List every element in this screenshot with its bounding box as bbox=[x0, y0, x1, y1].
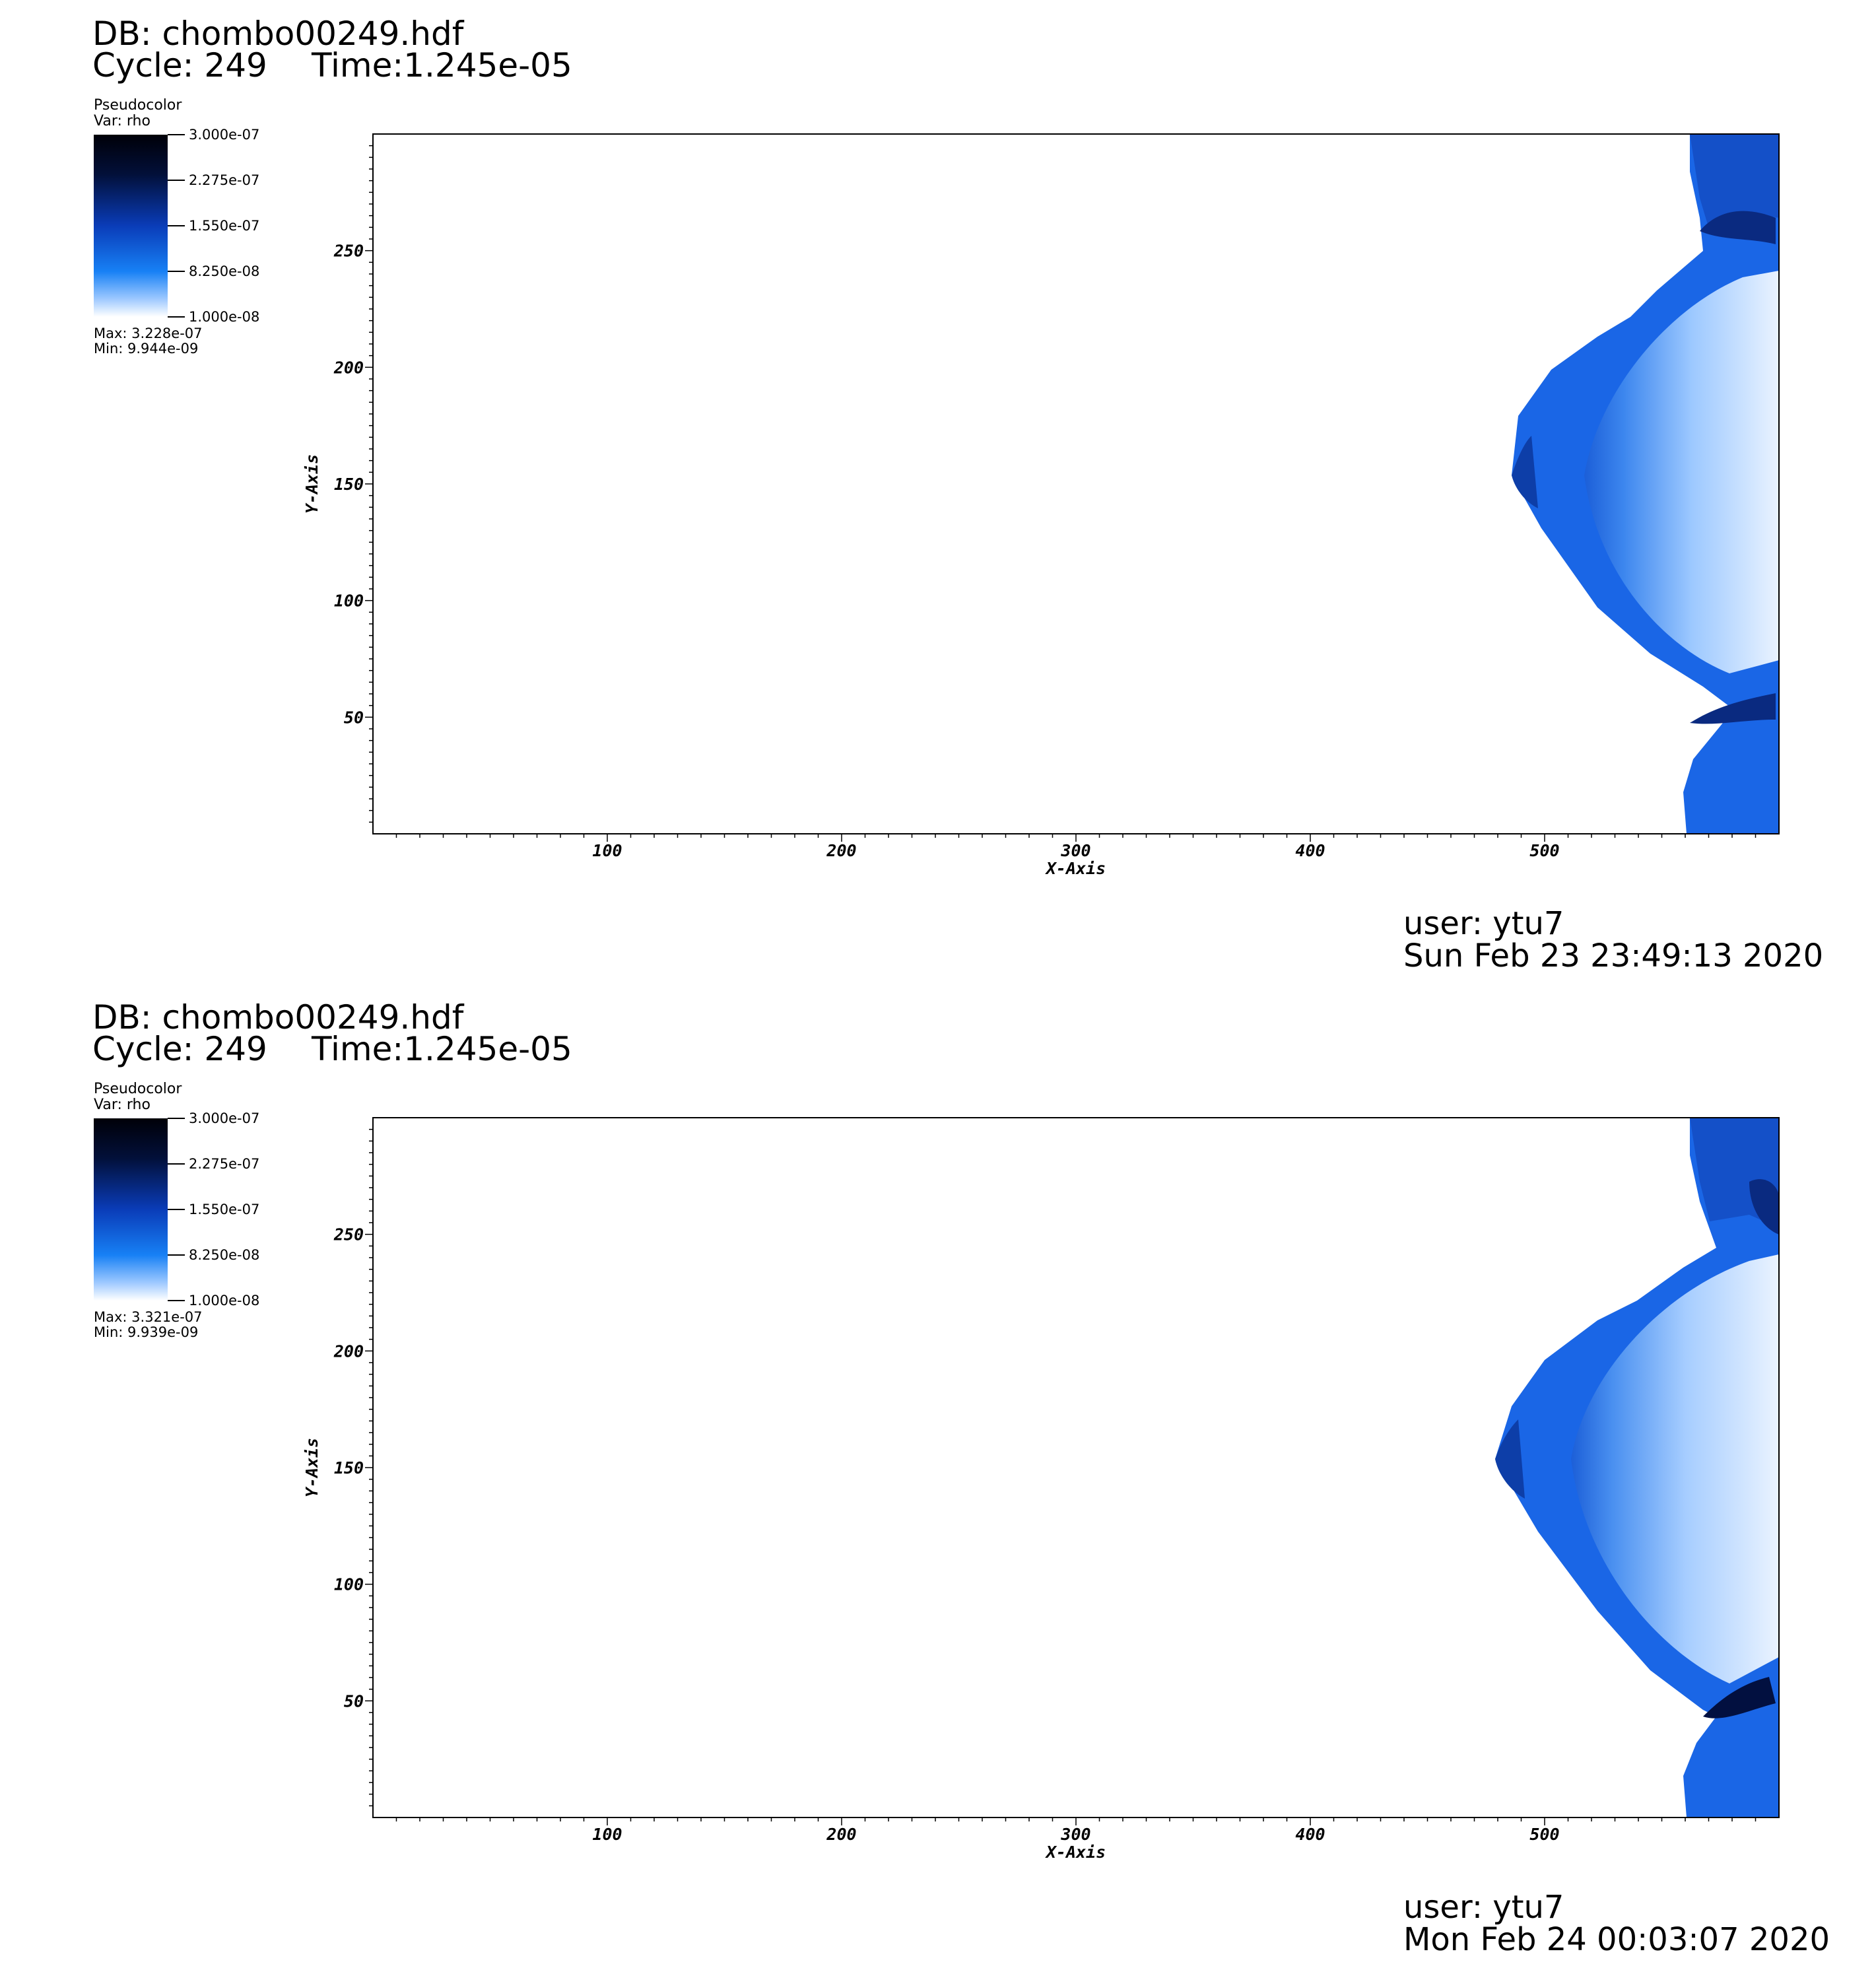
x-tick-label: 200 bbox=[826, 1825, 856, 1844]
plot-panel-2: DB: chombo00249.hdf Cycle: 249 Time:1.24… bbox=[0, 984, 1876, 1969]
x-tick-label: 300 bbox=[1060, 841, 1090, 860]
x-tick-label: 400 bbox=[1295, 841, 1325, 860]
colorbar-label: 8.250e-08 bbox=[189, 263, 260, 279]
x-tick-label: 500 bbox=[1529, 841, 1559, 860]
x-axis-label: X-Axis bbox=[1045, 1843, 1106, 1862]
time-label: Time:1.245e-05 bbox=[312, 46, 572, 85]
colorbar-tick bbox=[168, 271, 185, 272]
colorbar-label: 8.250e-08 bbox=[189, 1247, 260, 1263]
colorbar-tick bbox=[168, 1209, 185, 1210]
colorbar-label: 1.000e-08 bbox=[189, 309, 260, 325]
x-axis: 100 200 300 400 500 bbox=[395, 834, 1757, 860]
y-tick-label: 150 bbox=[334, 1458, 364, 1478]
colorbar bbox=[94, 135, 168, 317]
legend-plot-type: Pseudocolor bbox=[94, 97, 182, 114]
x-axis-label: X-Axis bbox=[1045, 859, 1106, 878]
cycle-label: Cycle: 249 bbox=[92, 46, 267, 85]
colorbar-tick bbox=[168, 134, 185, 135]
colorbar-label: 3.000e-07 bbox=[189, 1110, 260, 1126]
colorbar-label: 1.550e-07 bbox=[189, 218, 260, 234]
colorbar-tick bbox=[168, 316, 185, 318]
db-title: DB: chombo00249.hdf bbox=[92, 998, 464, 1036]
colorbar-tick bbox=[168, 180, 185, 181]
date-label: Mon Feb 24 00:03:07 2020 bbox=[1403, 1921, 1830, 1958]
y-tick-label: 100 bbox=[334, 592, 364, 611]
y-axis: 50 100 150 200 250 bbox=[333, 1128, 373, 1807]
y-tick-label: 200 bbox=[333, 1342, 364, 1361]
x-tick-label: 100 bbox=[592, 1825, 622, 1844]
y-tick-label: 150 bbox=[334, 475, 364, 494]
y-tick-label: 250 bbox=[333, 242, 364, 261]
legend-variable: Var: rho bbox=[94, 1097, 151, 1113]
legend-variable: Var: rho bbox=[94, 113, 151, 129]
colorbar-tick bbox=[168, 225, 185, 226]
y-axis-label: Y-Axis bbox=[302, 454, 321, 514]
min-label: Min: 9.939e-09 bbox=[94, 1324, 199, 1340]
x-tick-label: 500 bbox=[1529, 1825, 1559, 1844]
x-tick-label: 200 bbox=[826, 841, 856, 860]
density-field bbox=[1495, 1118, 1779, 1817]
user-label: user: ytu7 bbox=[1403, 905, 1564, 942]
legend-plot-type: Pseudocolor bbox=[94, 1081, 182, 1097]
y-tick-label: 250 bbox=[333, 1225, 364, 1244]
x-axis: 100 200 300 400 500 bbox=[395, 1817, 1757, 1844]
plot-area: 100 200 300 400 500 50 100 150 200 250 X-Axis Y-… bbox=[302, 133, 1780, 878]
y-tick-label: 50 bbox=[344, 708, 364, 727]
density-field bbox=[1512, 134, 1779, 834]
colorbar-tick bbox=[168, 1254, 185, 1256]
colorbar-label: 1.000e-08 bbox=[189, 1293, 260, 1308]
colorbar-tick bbox=[168, 1163, 185, 1165]
colorbar-label: 2.275e-07 bbox=[189, 1156, 260, 1172]
plot-panel-1: DB: chombo00249.hdf Cycle: 249 Time:1.24… bbox=[92, 15, 1824, 974]
y-axis-label: Y-Axis bbox=[302, 1438, 321, 1497]
y-axis: 50 100 150 200 250 bbox=[333, 145, 373, 823]
y-tick-label: 100 bbox=[334, 1575, 364, 1594]
x-tick-label: 100 bbox=[592, 841, 622, 860]
x-tick-label: 400 bbox=[1295, 1825, 1325, 1844]
max-label: Max: 3.228e-07 bbox=[94, 325, 203, 341]
y-tick-label: 50 bbox=[344, 1691, 364, 1711]
colorbar bbox=[94, 1118, 168, 1301]
colorbar-label: 1.550e-07 bbox=[189, 1202, 260, 1217]
colorbar-tick bbox=[168, 1118, 185, 1119]
cycle-label: Cycle: 249 bbox=[92, 1030, 267, 1068]
user-label: user: ytu7 bbox=[1403, 1889, 1564, 1926]
date-label: Sun Feb 23 23:49:13 2020 bbox=[1403, 937, 1824, 974]
max-label: Max: 3.321e-07 bbox=[94, 1309, 203, 1325]
colorbar-label: 3.000e-07 bbox=[189, 127, 260, 143]
time-label: Time:1.245e-05 bbox=[312, 1030, 572, 1068]
plot-area: 100 200 300 400 500 50 100 150 200 250 X-Axis Y-… bbox=[302, 1117, 1780, 1862]
x-tick-label: 300 bbox=[1060, 1825, 1090, 1844]
colorbar-label: 2.275e-07 bbox=[189, 172, 260, 188]
db-title: DB: chombo00249.hdf bbox=[92, 15, 464, 53]
min-label: Min: 9.944e-09 bbox=[94, 341, 199, 357]
y-tick-label: 200 bbox=[333, 358, 364, 377]
colorbar-tick bbox=[168, 1300, 185, 1301]
